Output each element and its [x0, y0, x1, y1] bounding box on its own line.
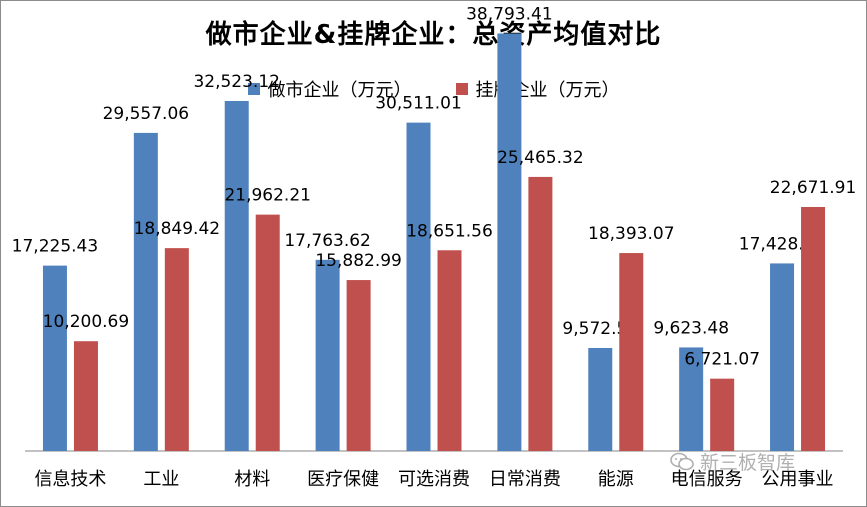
bar-listed-5: [528, 176, 553, 451]
data-label-listed-7: 6,721.07: [684, 350, 760, 370]
bar-market-maker-6: [588, 347, 613, 451]
data-label-listed-5: 25,465.32: [497, 148, 584, 168]
data-label-listed-0: 10,200.69: [43, 312, 130, 332]
wechat-icon: [670, 452, 694, 470]
watermark-text: 新三板智库: [700, 452, 796, 474]
bar-market-maker-8: [770, 263, 795, 451]
legend-swatch-market-maker: [247, 83, 260, 95]
legend-label-market-maker: 做市企业（万元）: [267, 80, 412, 101]
bar-listed-4: [437, 250, 462, 451]
data-label-listed-6: 18,393.07: [588, 224, 675, 244]
bar-listed-7: [710, 378, 735, 451]
data-label-market-maker-1: 29,557.06: [103, 104, 190, 124]
data-label-market-maker-0: 17,225.43: [12, 237, 99, 257]
chart-title: 做市企业&挂牌企业：总资产均值对比: [205, 20, 662, 50]
x-tick-label-2: 材料: [234, 469, 270, 490]
bar-market-maker-3: [315, 259, 340, 451]
x-tick-label-8: 公用事业: [762, 469, 834, 490]
bar-market-maker-1: [133, 132, 158, 451]
data-label-market-maker-6: 9,572.53: [562, 319, 638, 339]
legend-item-market-maker: 做市企业（万元）: [247, 76, 412, 102]
bar-market-maker-4: [406, 122, 431, 452]
x-tick-label-7: 电信服务: [671, 469, 743, 490]
data-label-listed-1: 18,849.42: [134, 219, 221, 239]
bar-listed-2: [255, 214, 280, 451]
x-tick-label-1: 工业: [143, 469, 179, 490]
bar-listed-6: [619, 253, 644, 451]
bar-listed-8: [801, 206, 826, 451]
bar-market-maker-2: [224, 100, 249, 452]
data-label-listed-2: 21,962.21: [224, 186, 311, 206]
x-tick-label-6: 能源: [598, 469, 634, 490]
data-label-market-maker-5: 38,793.41: [466, 4, 553, 24]
data-label-listed-3: 15,882.99: [315, 251, 402, 271]
bar-listed-1: [164, 248, 189, 451]
bar-listed-0: [73, 341, 98, 451]
data-label-listed-8: 22,671.91: [770, 178, 857, 198]
bar-market-maker-0: [42, 265, 67, 451]
bar-listed-3: [346, 280, 371, 451]
bar-market-maker-5: [497, 33, 522, 451]
x-tick-label-5: 日常消费: [489, 469, 561, 490]
data-label-listed-4: 18,651.56: [406, 221, 493, 241]
data-label-market-maker-3: 17,763.62: [284, 231, 371, 251]
x-tick-label-0: 信息技术: [34, 469, 106, 490]
data-label-market-maker-2: 32,523.12: [193, 72, 280, 92]
legend-swatch-listed: [455, 83, 468, 95]
x-tick-label-3: 医疗保健: [307, 469, 379, 490]
bar-market-maker-7: [679, 347, 704, 451]
x-tick-label-4: 可选消费: [398, 469, 470, 490]
watermark: 新三板智库: [670, 448, 795, 475]
data-label-market-maker-4: 30,511.01: [375, 94, 462, 114]
data-label-market-maker-7: 9,623.48: [653, 318, 729, 338]
